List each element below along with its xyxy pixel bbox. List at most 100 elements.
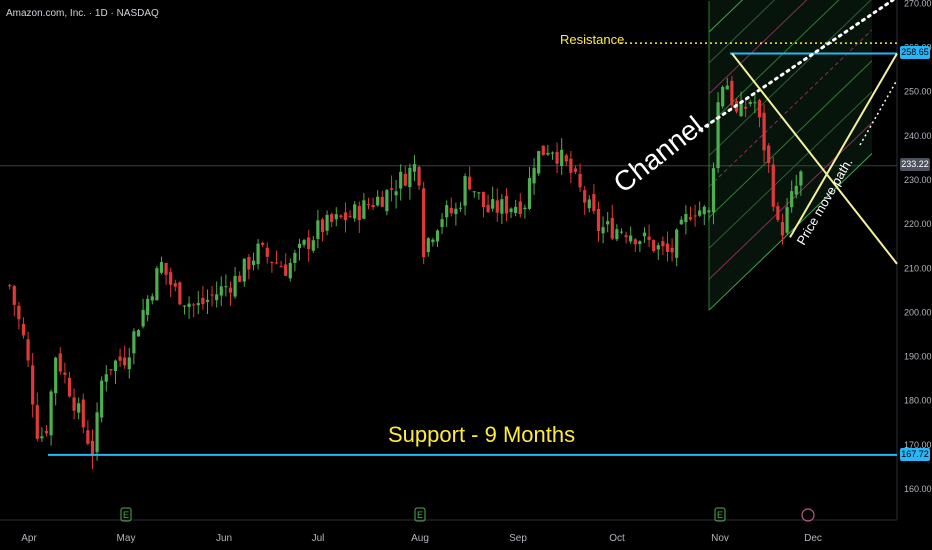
candle-body [127, 357, 131, 370]
candle-body [238, 275, 242, 282]
cross-line-up [789, 52, 898, 238]
candle-body [744, 106, 748, 109]
candle-body [780, 222, 785, 236]
candle-body [629, 235, 633, 242]
candle-body [371, 204, 375, 208]
candle-body [468, 176, 472, 190]
candle-body [173, 283, 177, 287]
candle-body [228, 287, 233, 293]
candle-body [394, 191, 398, 196]
candle-body [514, 206, 518, 214]
channel-line [708, 0, 744, 33]
candle-body [251, 260, 256, 266]
time-tick-label: Apr [21, 533, 37, 544]
candle-body [100, 380, 104, 418]
candle-body [679, 219, 683, 225]
candle-body [776, 206, 780, 220]
candle-body [224, 286, 228, 288]
candle-body [187, 303, 191, 307]
time-tick-label: Aug [411, 533, 429, 544]
channel-line [708, 0, 776, 64]
candle-body [665, 243, 670, 252]
time-tick-label: Jul [312, 533, 325, 544]
candle-body [348, 216, 352, 218]
candle-body [711, 168, 716, 213]
candle-body [104, 374, 108, 382]
candle-body [123, 357, 127, 366]
earnings-icon [714, 507, 726, 522]
candle-body [412, 164, 417, 172]
candle-body [385, 190, 389, 212]
candle-body [67, 377, 72, 397]
candle-body [560, 149, 564, 167]
channel-line [708, 0, 872, 157]
channel-line [708, 0, 808, 95]
candle-body [606, 221, 610, 225]
candle-body [518, 201, 522, 215]
candle-body [284, 264, 288, 276]
candle-body [642, 232, 647, 237]
candle-body [491, 199, 495, 209]
candle-body [389, 188, 394, 190]
candle-body [495, 200, 499, 213]
candle-body [647, 236, 651, 240]
candle-body [550, 152, 555, 154]
candle-body [523, 207, 527, 210]
candle-body [40, 436, 44, 439]
candle-body [698, 210, 702, 216]
time-axis[interactable]: Apr May Jun Jul Aug Sep Oct Nov Dec [21, 533, 822, 544]
candle-body [270, 262, 274, 264]
candle-body [31, 365, 35, 405]
candle-body [247, 256, 251, 270]
candle-body [210, 294, 214, 296]
candle-body [113, 360, 118, 371]
candle-body [201, 297, 205, 305]
candle-body [256, 243, 260, 265]
time-tick-label: Nov [711, 533, 729, 544]
price-tick-label: 160.00 [904, 484, 932, 494]
candle-body [748, 102, 752, 104]
candle-body [794, 185, 798, 195]
candle-body [366, 204, 371, 206]
earnings-icon-label: E [717, 510, 723, 520]
candle-body [578, 173, 582, 188]
candle-body [790, 191, 794, 208]
candle-body [656, 245, 660, 250]
candle-body [624, 235, 628, 238]
candle-body [54, 357, 58, 394]
candle-body [661, 241, 665, 247]
candle-body [146, 298, 150, 315]
last-price-tag: 233.22 [900, 158, 930, 171]
candle-body [458, 207, 463, 209]
price-tick-label: 240.00 [904, 131, 932, 141]
candle-body [730, 80, 734, 106]
candle-body [472, 191, 476, 193]
resistance-label: Resistance [560, 32, 624, 47]
candle-body [95, 412, 99, 453]
candle-body [684, 214, 688, 223]
price-axis[interactable]: 160.00 170.00 180.00 190.00 200.00 210.00 220.… [904, 0, 932, 494]
candle-body [132, 331, 136, 354]
candle-body [86, 430, 90, 444]
candle-body [537, 151, 541, 174]
time-tick-label: May [117, 533, 136, 544]
drawing-overlays [48, 0, 898, 456]
price-tick-label: 250.00 [904, 87, 932, 97]
candle-body [546, 152, 550, 155]
candle-body [399, 171, 403, 189]
candle-body [615, 229, 619, 240]
candle-body [215, 294, 219, 301]
earnings-icon [120, 507, 132, 522]
candle-body [610, 217, 614, 239]
candle-body [440, 219, 444, 228]
candle-body [500, 199, 504, 214]
candle-body [297, 243, 302, 248]
candle-body [233, 275, 237, 297]
support-price-tag: 167.72 [900, 448, 930, 461]
candle-body [21, 323, 26, 336]
candle-body [330, 214, 334, 222]
candle-body [445, 205, 449, 218]
candle-body [205, 299, 210, 302]
